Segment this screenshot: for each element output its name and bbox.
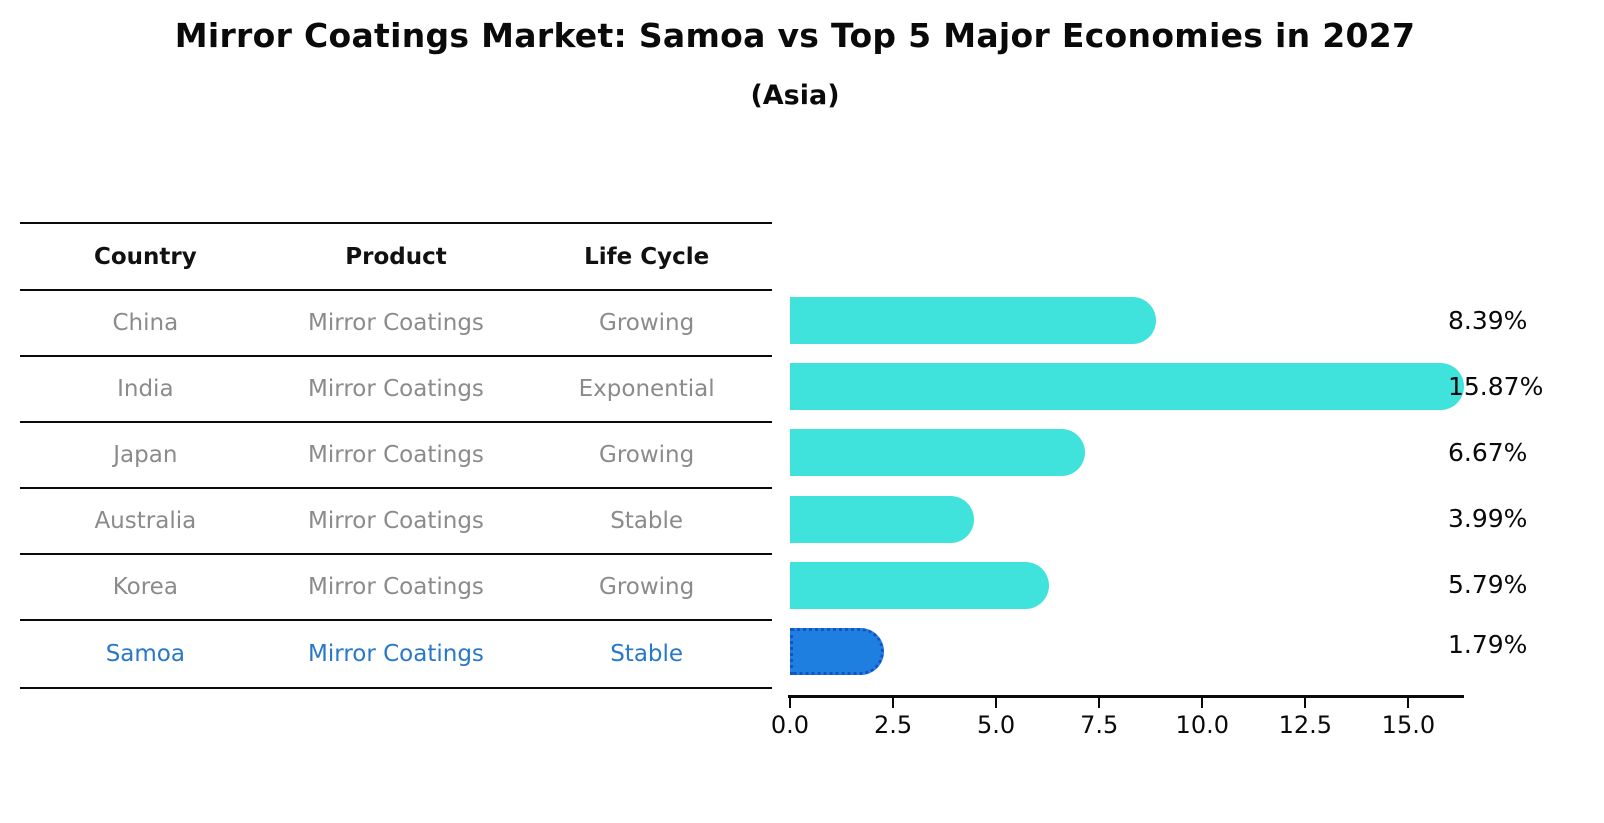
bar-australia <box>790 496 975 543</box>
data-table: Country Product Life Cycle China Mirror … <box>20 222 772 689</box>
cell-country: Australia <box>94 508 197 534</box>
value-label-korea: 5.79% <box>1448 570 1528 599</box>
x-axis-tick-label: 10.0 <box>1175 711 1229 739</box>
cell-lifecycle: Stable <box>610 641 684 667</box>
bar-india <box>790 363 1465 410</box>
table-row-australia: Australia Mirror Coatings Stable <box>20 487 772 553</box>
x-axis-tick-label: 7.5 <box>1080 711 1119 739</box>
x-axis-tick-label: 0.0 <box>770 711 810 739</box>
x-axis-tick-label: 15.0 <box>1381 711 1436 739</box>
cell-lifecycle: Exponential <box>578 376 715 402</box>
cell-country: India <box>117 376 174 402</box>
x-axis-tick <box>789 698 791 708</box>
table-row-korea: Korea Mirror Coatings Growing <box>20 553 772 619</box>
value-label-japan: 6.67% <box>1448 438 1528 467</box>
table-row-japan: Japan Mirror Coatings Growing <box>20 421 772 487</box>
x-axis-tick <box>995 698 998 708</box>
bar-korea <box>790 562 1049 609</box>
value-label-australia: 3.99% <box>1448 504 1528 533</box>
x-axis-tick-label: 5.0 <box>977 711 1016 739</box>
value-label-china: 8.39% <box>1448 306 1528 335</box>
x-axis-tick <box>1407 698 1410 708</box>
x-axis-tick <box>1304 698 1307 708</box>
cell-product: Mirror Coatings <box>308 442 484 468</box>
header-cell-country: Country <box>93 243 197 270</box>
page-title: Mirror Coatings Market: Samoa vs Top 5 M… <box>174 16 1416 55</box>
cell-product: Mirror Coatings <box>308 508 484 534</box>
cell-product: Mirror Coatings <box>308 376 484 402</box>
cell-country: China <box>112 310 179 336</box>
bar-japan <box>790 429 1085 476</box>
table-row-samoa: Samoa Mirror Coatings Stable <box>20 619 772 689</box>
cell-product: Mirror Coatings <box>308 574 484 600</box>
value-label-samoa: 1.79% <box>1448 630 1528 659</box>
x-axis-tick <box>892 698 895 708</box>
cell-lifecycle: Growing <box>599 574 695 600</box>
table-header-row: Country Product Life Cycle <box>20 222 772 289</box>
table-row-india: India Mirror Coatings Exponential <box>20 355 772 421</box>
x-axis-tick-label: 12.5 <box>1278 711 1333 739</box>
header-cell-product: Product <box>345 243 447 270</box>
cell-product: Mirror Coatings <box>308 310 484 336</box>
x-axis-tick <box>1201 698 1204 708</box>
cell-lifecycle: Growing <box>599 442 695 468</box>
header-cell-lifecycle: Life Cycle <box>584 243 710 270</box>
x-axis-line <box>788 695 1464 698</box>
bar-samoa <box>790 628 884 675</box>
cell-lifecycle: Growing <box>599 310 695 336</box>
x-axis-tick <box>1098 698 1101 708</box>
table-row-china: China Mirror Coatings Growing <box>20 289 772 355</box>
value-label-india: 15.87% <box>1448 372 1544 401</box>
bar-china <box>790 297 1156 344</box>
chart-subtitle: (Asia) <box>750 80 840 111</box>
cell-product: Mirror Coatings <box>308 641 484 667</box>
cell-country: Japan <box>113 442 178 468</box>
cell-country: Samoa <box>105 641 185 667</box>
cell-country: Korea <box>112 574 178 600</box>
x-axis-tick-label: 2.5 <box>873 711 913 739</box>
cell-lifecycle: Stable <box>610 508 684 534</box>
